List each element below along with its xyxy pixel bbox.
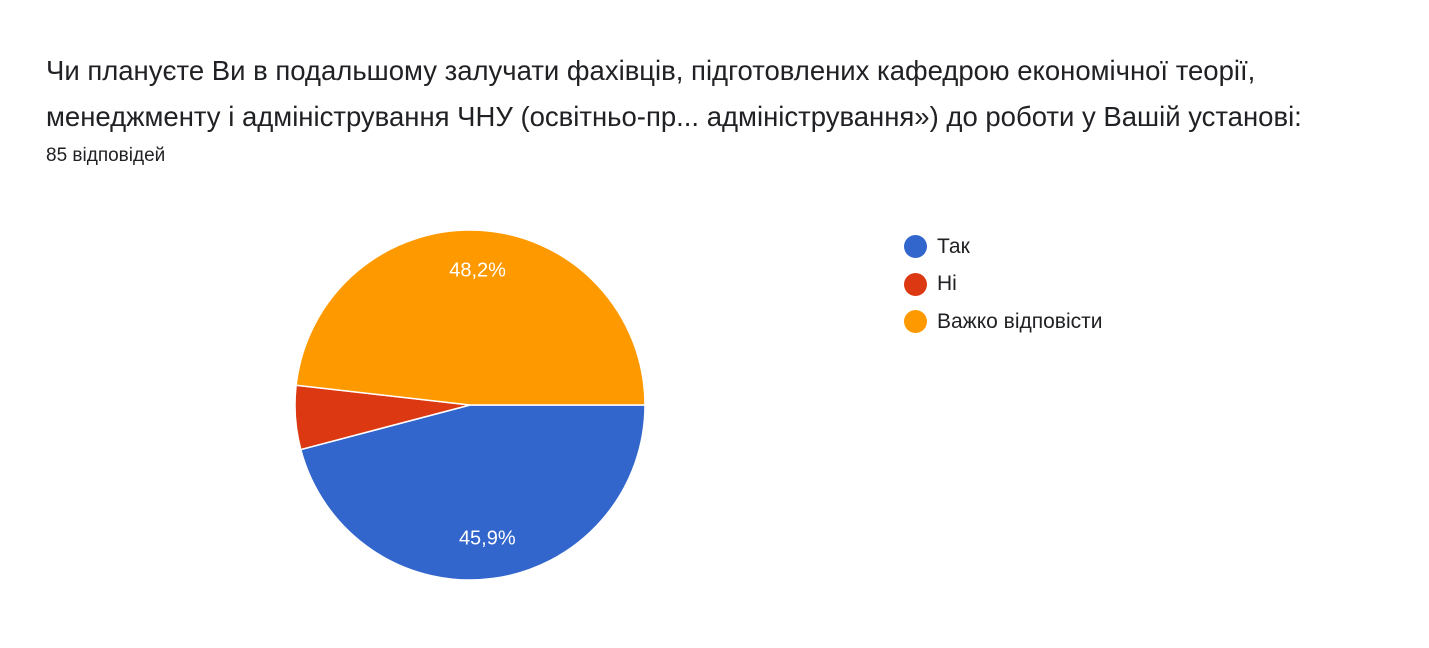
legend-item-2[interactable]: Ні	[904, 266, 1102, 304]
legend-color-dot-icon	[904, 235, 927, 259]
legend-label: Ні	[937, 272, 957, 296]
legend-item-3[interactable]: Важко відповісти	[904, 303, 1102, 341]
legend-item-1[interactable]: Так	[904, 228, 1102, 266]
question-title: Чи плануєте Ви в подальшому залучати фах…	[46, 48, 1406, 140]
legend-label: Так	[937, 234, 970, 258]
chart-legend: Так Ні Важко відповісти	[904, 228, 1102, 341]
legend-label: Важко відповісти	[937, 309, 1103, 333]
pie-slice-1[interactable]	[299, 404, 646, 581]
question-title-line-1: Чи плануєте Ви в подальшому залучати фах…	[46, 55, 1256, 86]
response-count: 85 відповідей	[46, 145, 166, 166]
legend-color-dot-icon	[904, 272, 927, 296]
pie-slice-3[interactable]	[295, 229, 646, 406]
question-title-line-2: менеджменту і адміністрування ЧНУ (освіт…	[46, 101, 1302, 132]
legend-color-dot-icon	[904, 310, 927, 334]
